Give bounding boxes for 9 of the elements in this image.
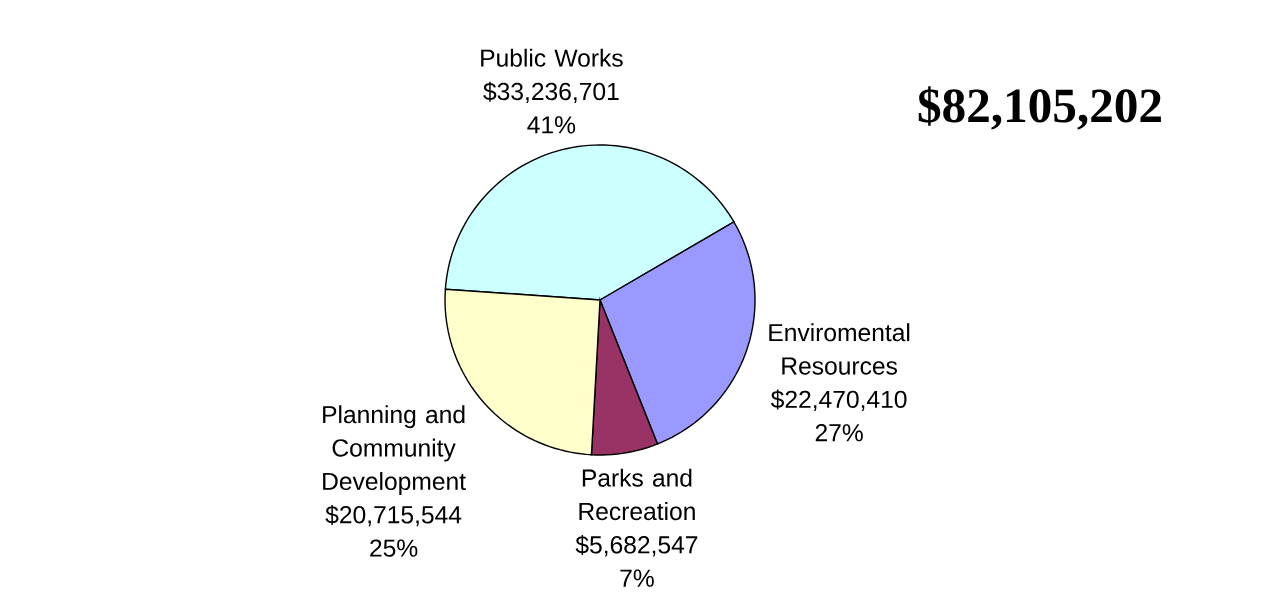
data-label: $22,470,410 27% [770,389,907,442]
data-label: $5,682,547 7% [575,535,698,587]
text: $82,105,202 [918,86,1161,130]
slice-label: Enviromental Resources [769,323,910,375]
slice-label: Planning and Community Development [323,405,466,495]
slice-label: Public Works [481,48,623,67]
slice-label: Parks and Recreation [579,468,695,521]
data-label: $20,715,544 25% [325,505,462,557]
data-label: $33,236,701 41% [483,81,619,134]
